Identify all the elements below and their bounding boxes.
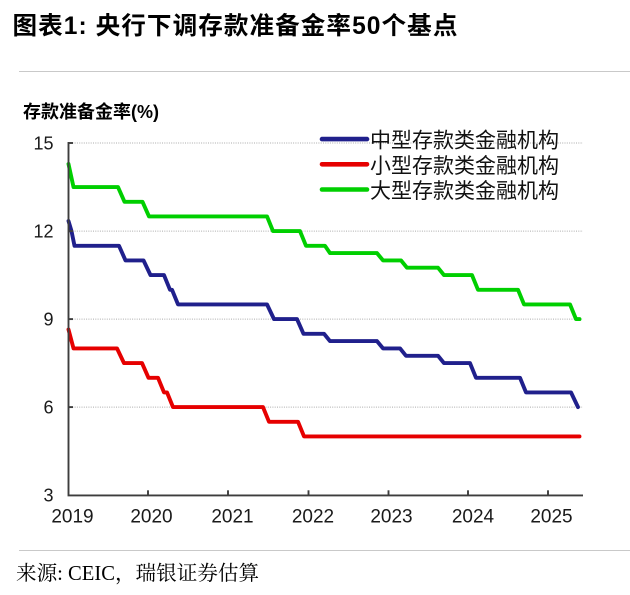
svg-text:9: 9 [43,309,53,329]
svg-text:3: 3 [43,486,53,506]
svg-text:小型存款类金融机构: 小型存款类金融机构 [370,155,559,178]
svg-text:中型存款类金融机构: 中型存款类金融机构 [370,130,559,153]
svg-text:大型存款类金融机构: 大型存款类金融机构 [370,180,559,203]
svg-text:2024: 2024 [452,507,495,528]
svg-text:2023: 2023 [370,507,412,528]
svg-text:6: 6 [43,397,53,417]
svg-text:15: 15 [33,133,53,153]
svg-text:12: 12 [33,221,53,241]
svg-text:2022: 2022 [292,507,334,528]
svg-text:存款准备金率(%): 存款准备金率(%) [23,101,159,122]
svg-text:2025: 2025 [530,507,572,528]
svg-text:2019: 2019 [51,507,93,528]
svg-text:2021: 2021 [211,507,253,528]
svg-text:2020: 2020 [130,507,172,528]
